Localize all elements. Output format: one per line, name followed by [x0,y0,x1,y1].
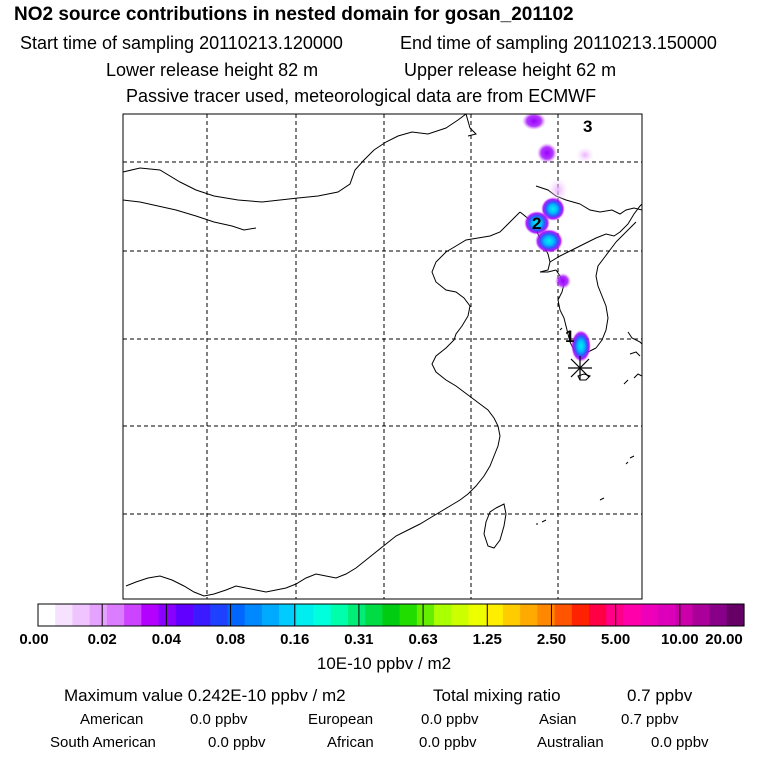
colorbar-tick-label: 0.00 [19,631,49,648]
colorbar-cell [623,604,642,626]
region-name-asian: Asian [539,711,577,728]
region-name-australian: Australian [537,734,604,751]
colorbar-cell [365,604,383,626]
region-name-south-american: South American [50,734,156,751]
receptor-star-icon [568,356,592,380]
maximum-value-label: Maximum value 0.242E-10 ppbv / m2 [64,686,346,705]
colorbar-cell [382,604,401,626]
colorbar-tick-label: 1.25 [472,631,502,648]
region-value-australian: 0.0 ppbv [651,734,709,751]
colorbar-cell [537,604,556,626]
blob-north-2 [537,143,557,163]
colorbar-cell [692,604,711,626]
region-value-european: 0.0 ppbv [421,711,479,728]
colorbar-cell [175,604,194,626]
colorbar-cell [313,604,332,626]
colorbar [37,603,745,627]
colorbar-cell [657,604,676,626]
colorbar-tick-label: 5.00 [601,631,631,648]
colorbar-cell [347,604,366,626]
colorbar-cell [520,604,538,626]
region-value-american: 0.0 ppbv [190,711,248,728]
colorbar-cell [589,604,607,626]
colorbar-cell [296,604,315,626]
colorbar-tick-label: 2.50 [536,631,567,648]
source-marker-label: 3 [583,117,592,136]
region-value-south-american: 0.0 ppbv [208,734,266,751]
colorbar-cell [72,604,91,626]
map-plot: 1 2 3 [122,113,643,600]
blob-hot-2 [524,211,550,235]
colorbar-cell [55,604,74,626]
colorbar-cell [141,604,160,626]
map-frame [122,113,643,600]
colorbar-units: 10E-10 ppbv / m2 [316,654,452,673]
colorbar-frame [37,603,745,627]
upper-release-height-label: Upper release height 62 m [404,60,617,80]
colorbar-tick-label: 0.31 [344,631,374,648]
colorbar-cell [468,604,487,626]
colorbar-tick-label: 0.08 [215,631,246,648]
blob-hot-3 [535,229,563,253]
colorbar-cell [38,604,56,626]
colorbar-cell [451,604,470,626]
region-value-african: 0.0 ppbv [419,734,477,751]
blob-hot-1 [541,197,565,221]
colorbar-cell [416,604,435,626]
colorbar-cell [106,604,125,626]
colorbar-cell [502,604,521,626]
colorbar-cell [675,604,693,626]
blob-hot-korea [571,330,591,362]
colorbar-cell [244,604,263,626]
colorbar-cell [554,604,573,626]
blob-pink-2 [548,178,568,202]
colorbar-cell [330,604,349,626]
colorbar-cell [124,604,142,626]
blob-north [522,114,546,130]
colorbar-cell [261,604,280,626]
region-name-european: European [308,711,374,728]
end-time-label: End time of sampling 20110213.150000 [400,33,717,53]
lower-release-height-label: Lower release height 82 m [106,60,319,80]
colorbar-cell [399,604,418,626]
colorbar-tick-label: 0.02 [87,631,117,648]
chart-title: NO2 source contributions in nested domai… [14,4,574,25]
colorbar-cell [192,604,211,626]
colorbar-cell [210,604,229,626]
colorbar-cell [640,604,659,626]
colorbar-cell [726,604,745,626]
colorbar-cell [571,604,590,626]
colorbar-tick-label: 20.00 [705,631,743,648]
colorbar-cell [709,604,728,626]
tracer-note: Passive tracer used, meteorological data… [126,86,597,106]
total-mixing-ratio-value: 0.7 ppbv [627,686,693,705]
colorbar-cell [89,604,108,626]
colorbar-cell [485,604,504,626]
colorbar-cell [227,604,246,626]
colorbar-tick-label: 0.16 [280,631,310,648]
region-name-american: American [80,711,144,728]
concentration-field [522,114,594,362]
colorbar-cell [434,604,452,626]
source-marker-label: 1 [565,327,574,346]
source-marker-label: 2 [532,214,541,233]
blob-purple-mid [555,273,571,289]
start-time-label: Start time of sampling 20110213.120000 [20,33,343,53]
region-name-african: African [327,734,374,751]
colorbar-tick-label: 0.63 [408,631,438,648]
region-value-asian: 0.7 ppbv [621,711,679,728]
colorbar-cell [279,604,297,626]
colorbar-tick-label: 10.00 [661,631,699,648]
blob-pink-1 [576,147,594,163]
total-mixing-ratio-label: Total mixing ratio [433,686,561,705]
colorbar-tick-label: 0.04 [151,631,181,648]
colorbar-cell [158,604,177,626]
